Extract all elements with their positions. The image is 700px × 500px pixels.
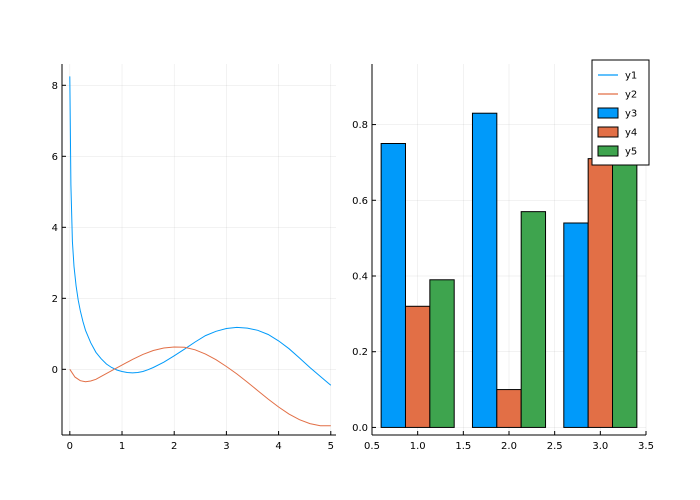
legend-label-y4: y4	[625, 128, 637, 139]
series-line-y2	[69, 346, 331, 427]
legend-label-y5: y5	[625, 147, 637, 158]
legend-label-y3: y3	[625, 109, 637, 120]
x-tick-label: 2.5	[547, 441, 563, 452]
bar-y4-2	[496, 389, 522, 428]
bar-y5-1	[429, 279, 455, 428]
legend-swatch-y4	[597, 126, 619, 138]
y-tick-label: 0.0	[352, 423, 368, 434]
y-tick-label: 6	[52, 152, 58, 163]
legend-label-y1: y1	[625, 71, 637, 82]
bar-y3-2	[471, 112, 498, 428]
y-tick-label: 0.8	[352, 120, 368, 131]
x-tick-label: 1	[119, 441, 125, 452]
x-tick-label: 5	[328, 441, 334, 452]
y-tick-label: 2	[52, 294, 58, 305]
bar-y3-3	[563, 222, 589, 428]
x-tick-label: 1.0	[410, 441, 426, 452]
legend-label-y2: y2	[625, 90, 637, 101]
legend-swatch-y5	[597, 145, 619, 157]
y-tick-label: 0.2	[352, 347, 368, 358]
x-tick-label: 3	[223, 441, 229, 452]
x-tick-label: 2.0	[501, 441, 517, 452]
y-tick-label: 8	[52, 81, 58, 92]
y-tick-label: 0	[52, 365, 58, 376]
x-tick-label: 0	[67, 441, 73, 452]
bar-y3-1	[380, 143, 406, 428]
x-tick-label: 3.0	[592, 441, 608, 452]
x-tick-label: 0.5	[364, 441, 380, 452]
x-tick-label: 4	[275, 441, 281, 452]
series-line-y1	[69, 76, 332, 386]
y-tick-label: 0.4	[352, 272, 368, 283]
bar-y4-3	[587, 158, 614, 428]
x-tick-label: 2	[171, 441, 177, 452]
line-chart-panel: 0 1 2 3 4 5 0 2 4 6 8	[52, 64, 336, 452]
bar-y4-1	[404, 305, 431, 428]
legend: y1 y2 y3 y4 y5	[591, 59, 650, 166]
legend-swatch-y3	[597, 107, 619, 119]
bar-y5-2	[520, 211, 547, 428]
bar-y5-3	[612, 161, 638, 428]
x-tick-label: 1.5	[455, 441, 471, 452]
y-tick-label: 4	[52, 223, 58, 234]
y-tick-label: 0.6	[352, 196, 368, 207]
x-tick-label: 3.5	[638, 441, 654, 452]
